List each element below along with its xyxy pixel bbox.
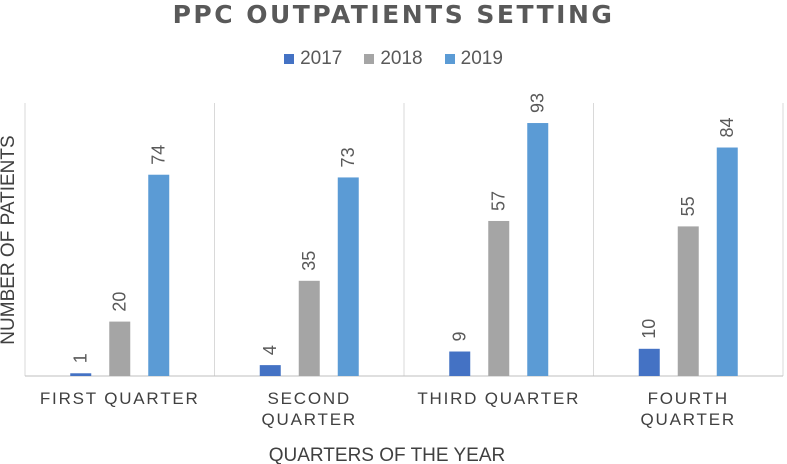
bar-2017-q3: [449, 351, 471, 376]
bar-2017-q4: [638, 348, 660, 376]
data-label: 73: [338, 147, 358, 167]
legend-item-2019: 2019: [444, 48, 503, 70]
x-axis-title: QUARTERS OF THE YEAR: [269, 445, 506, 464]
x-tick-label: QUARTER: [262, 410, 357, 429]
data-label: 10: [639, 319, 659, 339]
legend-label-2017: 2017: [300, 48, 343, 69]
bar-2018-q4: [677, 226, 699, 376]
data-label: 9: [450, 332, 470, 342]
bar-2018-q3: [488, 220, 510, 376]
legend-swatch-2017: [284, 54, 295, 64]
plot-area: 1 20 74 FIRST QUARTER 4 35 73 SECOND QUARTER 9 57 9…: [24, 93, 784, 429]
legend-item-2017: 2017: [284, 48, 342, 70]
data-label: 20: [110, 292, 130, 312]
bar-2017-q2: [259, 365, 281, 376]
legend-swatch-2019: [444, 54, 455, 64]
data-label: 55: [678, 196, 698, 216]
data-label: 35: [299, 251, 319, 271]
x-tick-label: FOURTH: [648, 389, 729, 408]
bar-2019-q1: [148, 174, 170, 376]
bar-2018-q2: [298, 280, 320, 376]
data-label: 74: [149, 145, 169, 165]
bar-2019-q2: [337, 177, 359, 376]
legend-swatch-2018: [364, 54, 375, 64]
data-label: 1: [71, 353, 91, 363]
legend: 2017 2018 2019: [0, 48, 787, 70]
data-label: 4: [260, 345, 280, 355]
x-tick-label: QUARTER: [641, 410, 736, 429]
x-tick-label: THIRD QUARTER: [417, 389, 580, 408]
bar-2019-q3: [527, 123, 549, 376]
data-label: 84: [717, 117, 737, 137]
bar-2017-q1: [70, 373, 92, 376]
data-label: 93: [528, 93, 548, 113]
legend-label-2019: 2019: [460, 48, 503, 69]
legend-item-2018: 2018: [364, 48, 423, 70]
bar-2019-q4: [716, 147, 738, 376]
x-tick-label: SECOND: [267, 389, 351, 408]
x-tick-label: FIRST QUARTER: [40, 389, 200, 408]
bar-2018-q1: [109, 321, 131, 376]
chart-title: PPC OUTPATIENTS SETTING: [172, 0, 615, 29]
y-axis-title: NUMBER OF PATIENTS: [0, 135, 19, 344]
legend-label-2018: 2018: [380, 48, 423, 69]
data-label: 57: [489, 191, 509, 211]
